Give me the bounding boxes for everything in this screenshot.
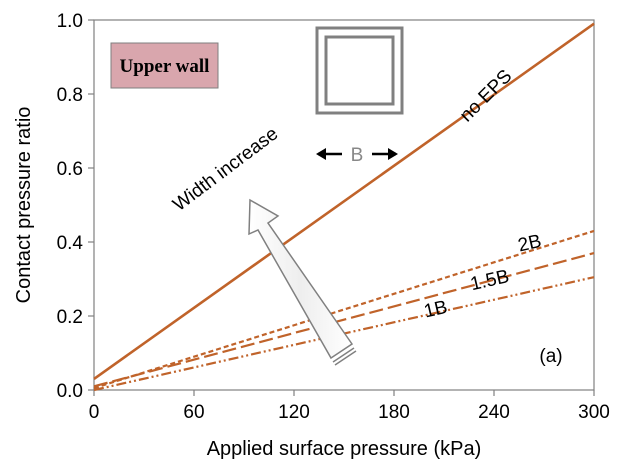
series-label-1-5b: 1.5B (468, 266, 511, 295)
series-line-1-5b (93, 252, 595, 388)
plot-area (93, 19, 595, 391)
panel-tag: (a) (539, 346, 562, 367)
inset-title: Upper wall (120, 56, 210, 77)
x-tick-label: 300 (578, 402, 610, 423)
wall-section-icon (315, 26, 404, 115)
series-label-2b: 2B (516, 231, 543, 257)
width-increase-arrow (248, 198, 357, 366)
x-axis-ticks: 0 60 120 180 240 300 (89, 390, 610, 423)
y-tick-label: 0.6 (57, 159, 83, 180)
y-tick-label: 0.2 (57, 307, 83, 328)
y-tick-label: 1.0 (57, 11, 83, 32)
y-axis-ticks: 0.0 0.2 0.4 0.6 0.8 1.0 (57, 11, 94, 402)
inset-title-box: Upper wall (110, 42, 219, 89)
x-tick-label: 120 (278, 402, 310, 423)
y-axis-title: Contact pressure ratio (13, 107, 35, 304)
series-line-no-eps (93, 22, 595, 380)
y-tick-label: 0.8 (57, 85, 83, 106)
x-tick-label: 180 (378, 402, 410, 423)
x-tick-label: 240 (478, 402, 510, 423)
series-label-no-eps: no EPS (456, 66, 516, 126)
x-tick-label: 60 (183, 402, 204, 423)
series-label-1b: 1B (422, 297, 449, 323)
width-label: B (351, 145, 364, 166)
x-axis-title: Applied surface pressure (kPa) (207, 438, 482, 460)
y-tick-label: 0.0 (57, 381, 83, 402)
y-tick-label: 0.4 (57, 233, 84, 254)
x-tick-label: 0 (89, 402, 100, 423)
series-line-2b (93, 229, 595, 390)
width-dimension: B (316, 145, 398, 166)
width-increase-label: Width increase (169, 123, 282, 215)
